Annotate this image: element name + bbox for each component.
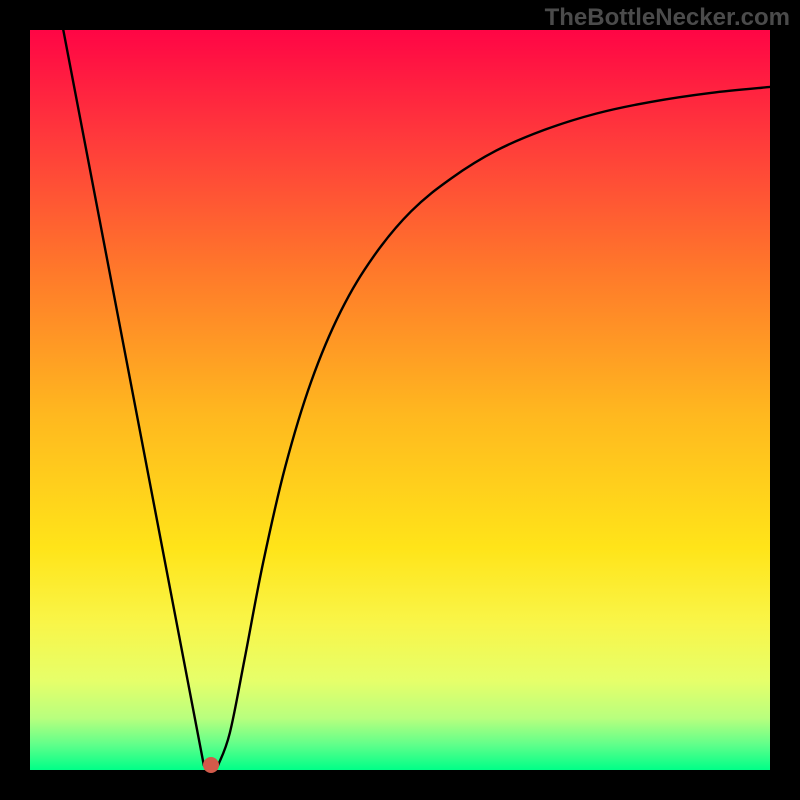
curve-layer: [30, 30, 770, 770]
minimum-marker: [203, 757, 219, 773]
plot-area: [30, 30, 770, 770]
chart-frame: TheBottleNecker.com: [0, 0, 800, 800]
watermark-text: TheBottleNecker.com: [545, 4, 790, 32]
bottleneck-curve: [63, 30, 770, 766]
